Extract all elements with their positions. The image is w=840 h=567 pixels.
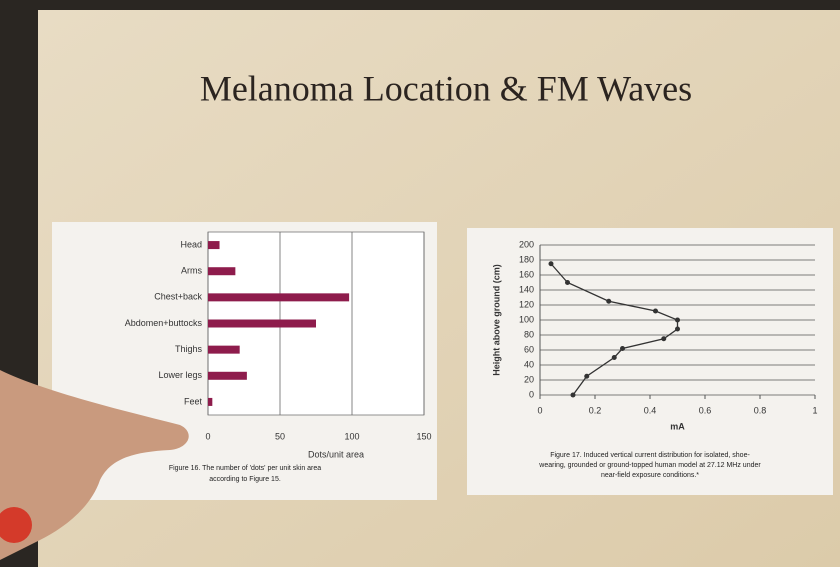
point <box>675 318 680 323</box>
figure-caption: Figure 16. The number of 'dots' per unit… <box>169 465 321 472</box>
y-tick-label: Arms <box>181 266 202 276</box>
point <box>653 309 658 314</box>
slide-title: Melanoma Location & FM Waves <box>200 68 692 108</box>
y-tick-label: 40 <box>524 359 534 369</box>
x-tick-label: 1 <box>812 405 817 415</box>
point <box>565 280 570 285</box>
bar <box>208 398 212 406</box>
y-tick-label: 20 <box>524 374 534 384</box>
point <box>606 299 611 304</box>
x-tick-label: 0.4 <box>644 405 657 415</box>
y-tick-label: Lower legs <box>158 370 202 380</box>
x-axis-label: mA <box>670 421 685 431</box>
y-tick-label: 120 <box>519 299 534 309</box>
point <box>620 346 625 351</box>
x-tick-label: 100 <box>344 431 359 441</box>
x-tick-label: 0 <box>205 431 210 441</box>
y-tick-label: 80 <box>524 329 534 339</box>
y-tick-label: 0 <box>529 389 534 399</box>
figure-caption: near-field exposure conditions.* <box>601 472 699 479</box>
bar <box>208 241 220 249</box>
x-tick-label: 50 <box>275 431 285 441</box>
bar <box>208 372 247 380</box>
bar <box>208 267 235 275</box>
y-tick-label: 160 <box>519 269 534 279</box>
y-tick-label: 200 <box>519 239 534 249</box>
y-tick-label: 100 <box>519 314 534 324</box>
point <box>612 355 617 360</box>
point <box>584 374 589 379</box>
y-tick-label: Abdomen+buttocks <box>125 318 203 328</box>
y-tick-label: 140 <box>519 284 534 294</box>
x-tick-label: 150 <box>416 431 431 441</box>
point <box>661 336 666 341</box>
x-tick-label: 0.2 <box>589 405 602 415</box>
point <box>549 261 554 266</box>
figure-caption: wearing, grounded or ground-topped human… <box>538 462 761 469</box>
y-tick-label: Feet <box>184 396 203 406</box>
bar <box>208 293 349 301</box>
x-tick-label: 0.8 <box>754 405 767 415</box>
y-tick-label: 60 <box>524 344 534 354</box>
point <box>571 393 576 398</box>
bar <box>208 346 240 354</box>
y-tick-label: Chest+back <box>154 292 202 302</box>
figure-caption: according to Figure 15. <box>209 476 281 483</box>
y-axis-label: Height above ground (cm) <box>491 264 501 376</box>
y-tick-label: Thighs <box>175 344 203 354</box>
slide-photo: Melanoma Location & FM Waves 050100150He… <box>0 0 840 567</box>
x-tick-label: 0 <box>537 405 542 415</box>
x-tick-label: 0.6 <box>699 405 712 415</box>
bar <box>208 320 316 328</box>
y-tick-label: 180 <box>519 254 534 264</box>
point <box>675 327 680 332</box>
figure-caption: Figure 17. Induced vertical current dist… <box>550 452 750 459</box>
x-axis-label: Dots/unit area <box>308 449 364 459</box>
y-tick-label: Head <box>180 239 202 249</box>
